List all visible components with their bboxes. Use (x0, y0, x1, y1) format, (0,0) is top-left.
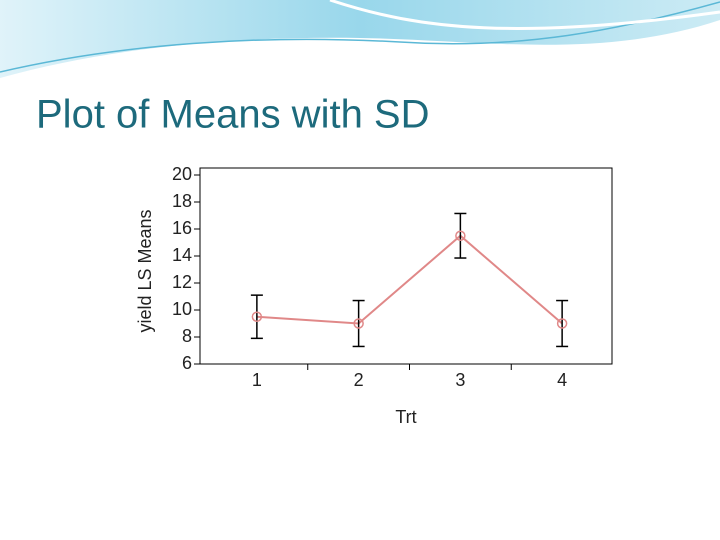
slide-title: Plot of Means with SD (36, 93, 430, 137)
y-tick-label: 14 (172, 245, 192, 265)
header-swoosh-line (0, 1, 720, 73)
mean-marker (455, 230, 466, 241)
x-tick-label: 2 (354, 370, 364, 390)
y-tick-label: 6 (182, 353, 192, 373)
y-tick-label: 8 (182, 326, 192, 346)
y-tick-label: 12 (172, 272, 192, 292)
chart-area (133, 155, 618, 430)
mean-marker (353, 318, 364, 329)
error-bar (352, 299, 365, 348)
x-tick-label: 3 (455, 370, 465, 390)
mean-line (256, 234, 563, 325)
y-tick-label: 16 (172, 218, 192, 238)
error-bar (454, 212, 467, 259)
y-tick-label: 10 (172, 299, 192, 319)
x-tick-label: 4 (557, 370, 567, 390)
x-axis-label: Trt (395, 407, 416, 427)
error-bar (556, 299, 569, 348)
error-bar (250, 294, 263, 340)
header-swoosh-line (329, 0, 720, 31)
mean-marker (251, 311, 263, 322)
y-tick-label: 20 (172, 164, 192, 184)
header-swoosh (0, 0, 720, 78)
x-tick-label: 1 (252, 370, 262, 390)
y-axis-label: yield LS Means (135, 209, 155, 332)
plot-frame (199, 167, 613, 365)
y-tick-label: 18 (172, 191, 192, 211)
mean-marker (556, 318, 568, 329)
